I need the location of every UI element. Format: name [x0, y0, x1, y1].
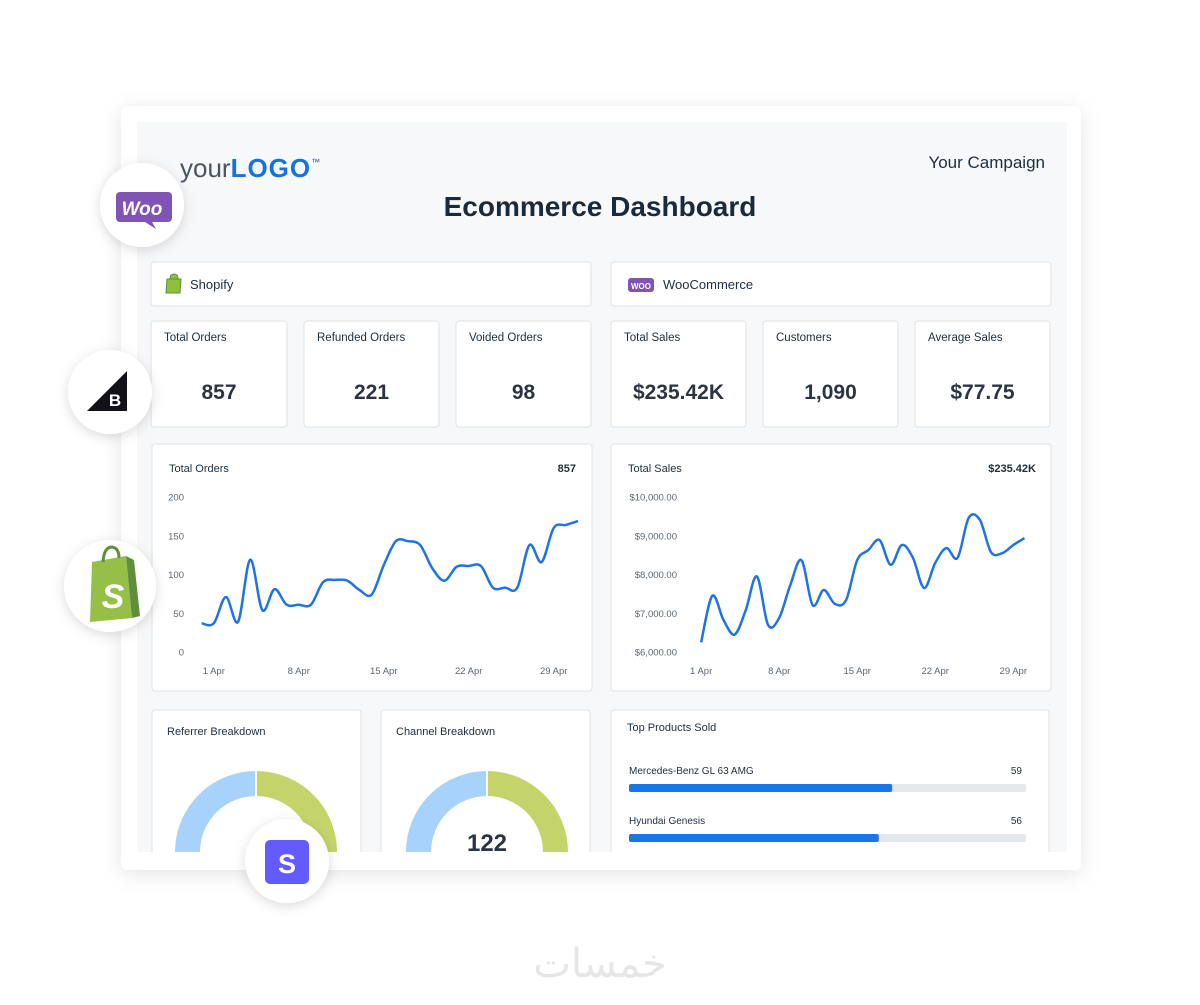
- x-tick-label: 22 Apr: [455, 666, 482, 677]
- y-tick-label: 50: [173, 609, 184, 620]
- kpi-value: 1,090: [804, 381, 857, 404]
- woo-mini-badge: [628, 278, 654, 292]
- logo: yourLOGO™: [180, 153, 320, 183]
- kpi-label: Average Sales: [928, 332, 1003, 344]
- logo-mark: ™: [311, 157, 320, 167]
- line: [699, 513, 1026, 643]
- y-tick-label: $6,000.00: [635, 648, 677, 659]
- kpi-value: 98: [512, 381, 536, 404]
- x-tick-label: 8 Apr: [768, 666, 790, 677]
- kpi-card: [150, 320, 288, 428]
- donut-center: 122: [467, 830, 507, 857]
- dashboard-title: Ecommerce Dashboard: [444, 191, 757, 222]
- y-tick-label: 100: [168, 570, 184, 581]
- stripe-badge: [265, 840, 309, 884]
- bigcommerce-logo: [87, 371, 127, 411]
- kpi-card: [914, 320, 1051, 428]
- stripe-logo-text: S: [278, 849, 296, 879]
- x-tick-label: 29 Apr: [540, 666, 567, 677]
- x-tick-label: 1 Apr: [690, 666, 712, 677]
- chart-card: [610, 443, 1052, 692]
- shopify-bag: [90, 556, 132, 622]
- y-tick-label: 200: [168, 493, 184, 504]
- logo-prefix: your: [180, 153, 231, 183]
- kpi-label: Refunded Orders: [317, 332, 405, 344]
- y-tick-label: $10,000.00: [629, 493, 677, 504]
- kpi-card: [303, 320, 440, 428]
- shopify-bag-side: [126, 556, 140, 618]
- products-title: Top Products Sold: [627, 722, 716, 734]
- x-tick-label: 22 Apr: [922, 666, 949, 677]
- kpi-label: Voided Orders: [469, 332, 543, 344]
- source-name: WooCommerce: [663, 277, 753, 292]
- woo-badge: [116, 192, 172, 229]
- source-name: Shopify: [190, 277, 234, 292]
- x-tick-label: 1 Apr: [203, 666, 225, 677]
- kpi-value: 221: [354, 381, 389, 404]
- kpi-value: $235.42K: [633, 381, 724, 404]
- bar: [629, 784, 893, 792]
- line: [201, 519, 579, 627]
- product-value: 59: [1011, 766, 1023, 777]
- x-tick-label: 15 Apr: [370, 666, 397, 677]
- product-value: 56: [1011, 816, 1023, 827]
- bigcommerce-logo-text: B: [109, 391, 121, 410]
- chart-total: 857: [558, 463, 576, 475]
- chart-card: [151, 443, 593, 692]
- shopify-logo-text: S: [102, 578, 125, 616]
- dashboard: yourLOGO™ Your Campaign Ecommerce Dashboar…: [150, 153, 1052, 857]
- donut-title: Referrer Breakdown: [167, 726, 265, 738]
- y-tick-label: $8,000.00: [635, 570, 677, 581]
- product-name: Mercedes-Benz GL 63 AMG: [629, 766, 754, 777]
- kpi-card: [610, 320, 747, 428]
- kpi-label: Customers: [776, 332, 832, 344]
- watermark: خمسات: [533, 942, 666, 986]
- kpi-label: Total Orders: [164, 332, 227, 344]
- bar: [629, 834, 879, 842]
- x-tick-label: 29 Apr: [1000, 666, 1027, 677]
- source-header: [150, 261, 592, 307]
- chart-total: $235.42K: [988, 463, 1036, 475]
- donut-segment: [404, 768, 488, 852]
- y-tick-label: $7,000.00: [635, 609, 677, 620]
- integration-icons: Woo B S S: [64, 163, 329, 903]
- kpi-card: [762, 320, 899, 428]
- x-tick-label: 15 Apr: [843, 666, 870, 677]
- shopify-handle: [101, 545, 121, 563]
- logo-main: LOGO: [231, 153, 312, 183]
- x-tick-label: 8 Apr: [288, 666, 310, 677]
- y-tick-label: 0: [179, 648, 184, 659]
- product-name: Hyundai Genesis: [629, 816, 705, 827]
- products-card: [610, 709, 1050, 852]
- y-tick-label: $9,000.00: [635, 531, 677, 542]
- woo-logo-text: Woo: [122, 199, 163, 220]
- kpi-value: 857: [201, 381, 236, 404]
- kpi-card: [455, 320, 592, 428]
- donut-segment: [486, 768, 570, 852]
- shopify-mini-icon: [165, 273, 182, 294]
- chart-title: Total Orders: [169, 463, 229, 475]
- chart-title: Total Sales: [628, 463, 682, 475]
- y-tick-label: 150: [168, 531, 184, 542]
- donut-segment: [173, 768, 257, 852]
- kpi-value: $77.75: [950, 381, 1015, 404]
- source-header: [610, 261, 1052, 307]
- kpi-label: Total Sales: [624, 332, 681, 344]
- woo-mini-text: WOO: [631, 282, 651, 291]
- campaign: Your Campaign: [928, 153, 1045, 172]
- donut-title: Channel Breakdown: [396, 726, 495, 738]
